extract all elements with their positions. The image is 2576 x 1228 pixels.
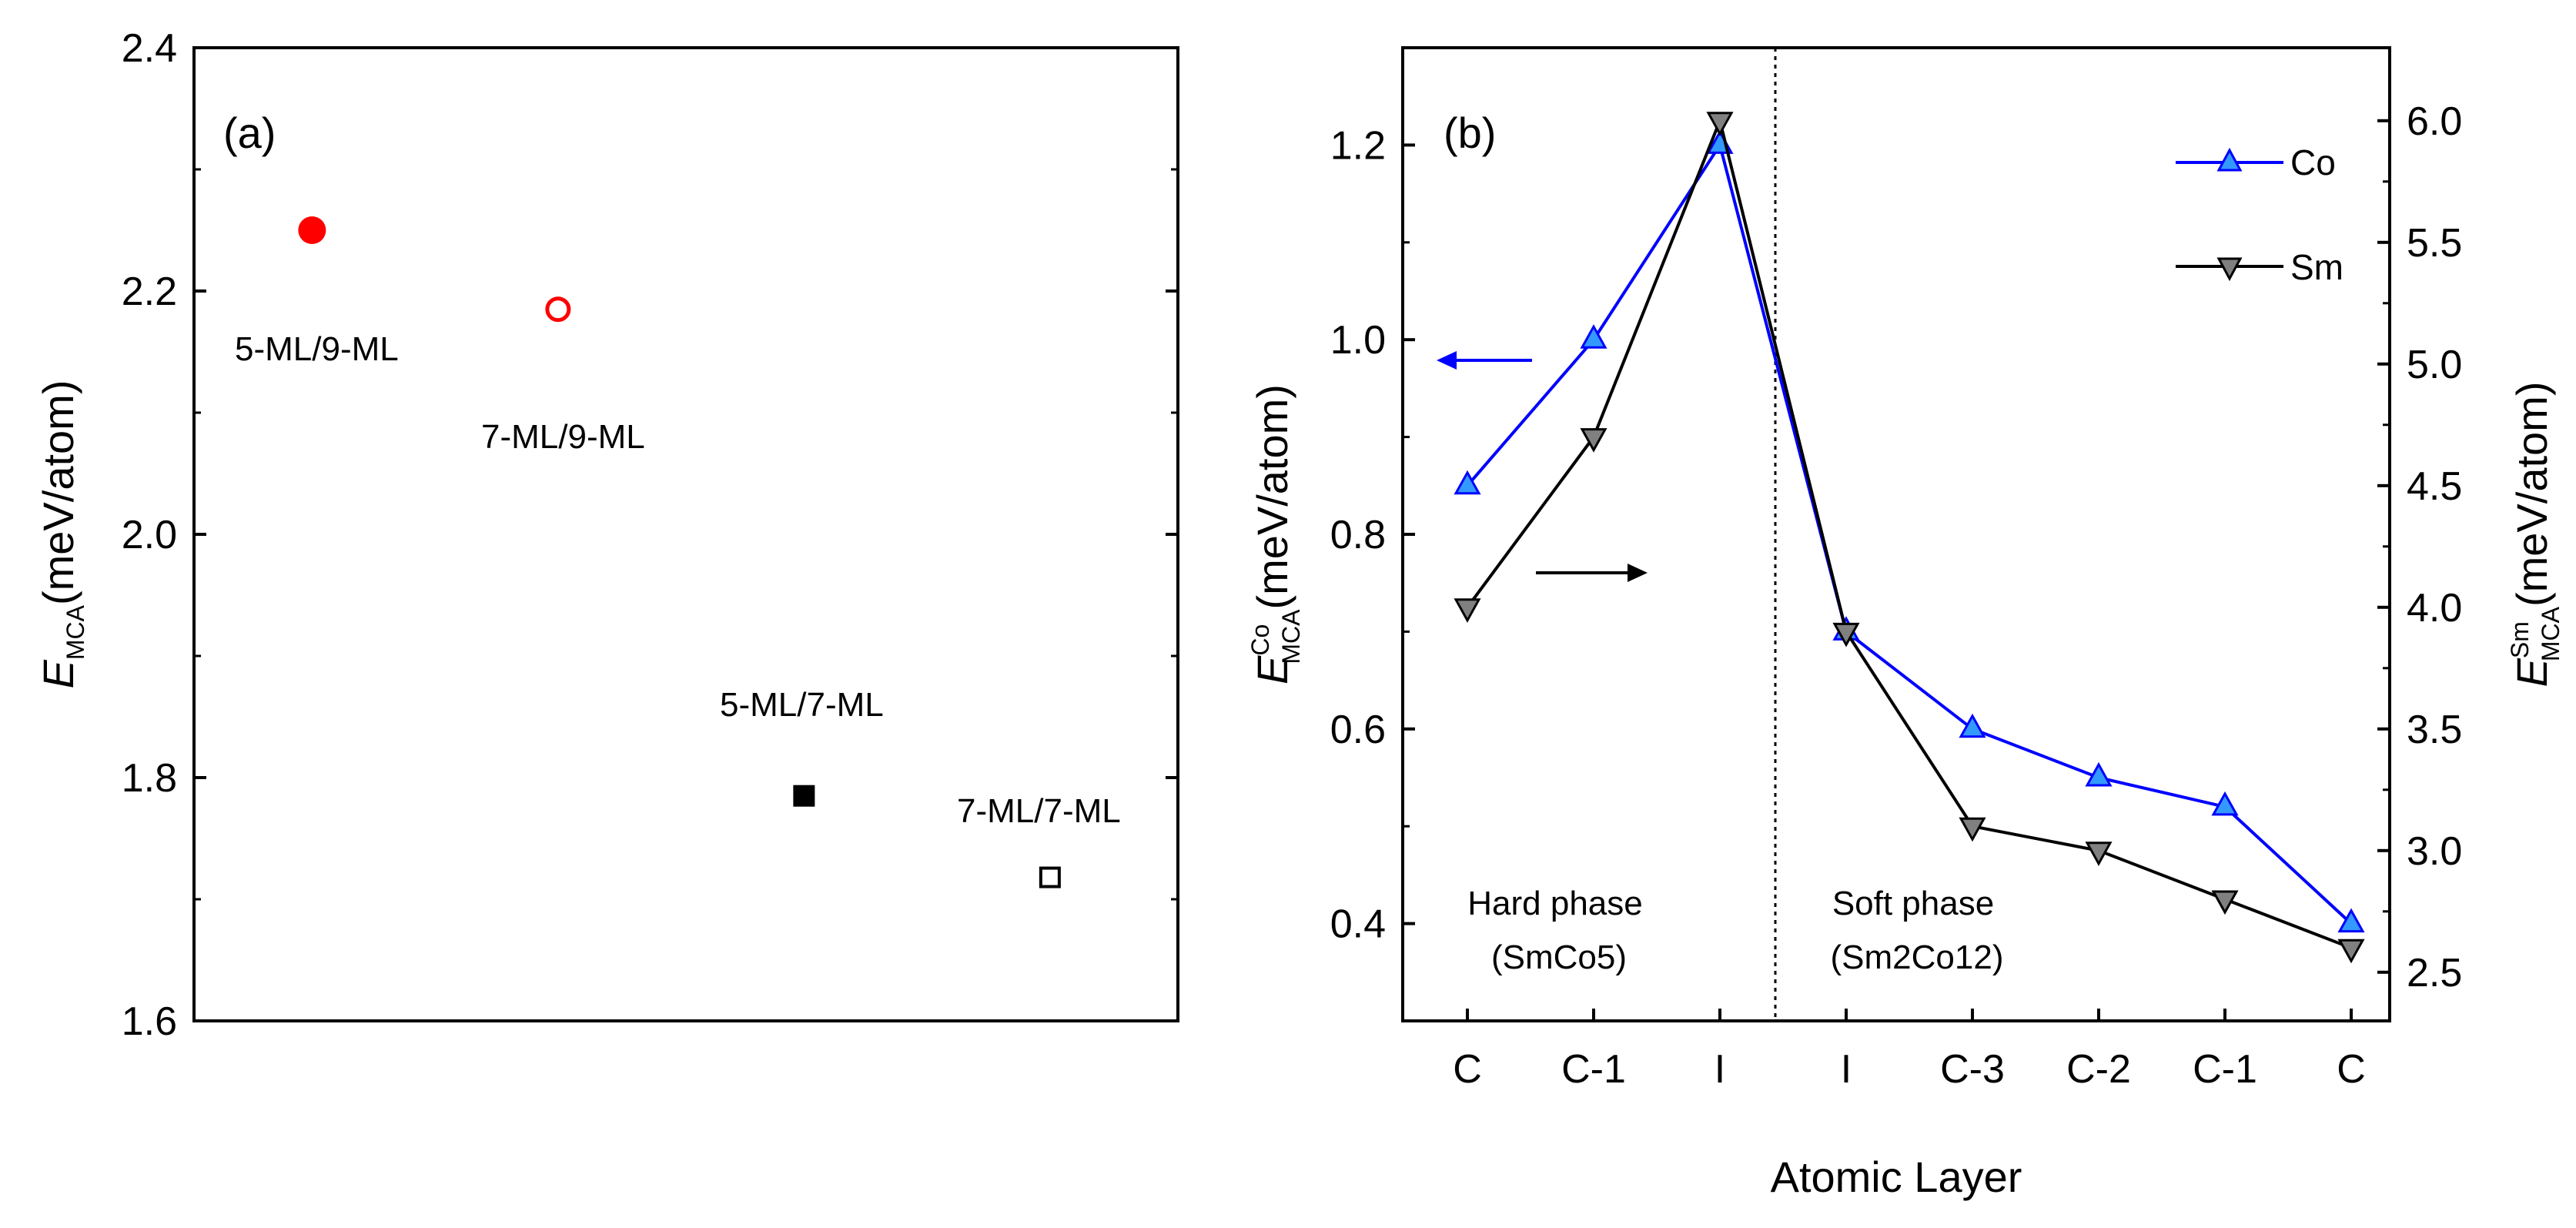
panel-b-right-tick-labels: 2.5 3.0 3.5 4.0 4.5 5.0 5.5 6.0 xyxy=(2407,99,2462,995)
panel-b-x-ticks xyxy=(1466,1009,2353,1021)
series-sm-point xyxy=(2085,842,2113,866)
series-co-point xyxy=(2337,908,2365,933)
series-co-line xyxy=(1466,141,2353,925)
panel-b-left-tick-labels: 0.4 0.6 0.8 1.0 1.2 xyxy=(1330,123,1386,946)
panel-b-x-axis-title: Atomic Layer xyxy=(1771,1153,2022,1201)
b-right-tick-label: 6.0 xyxy=(2407,99,2462,144)
right-axis-arrow xyxy=(1536,564,1648,582)
b-x-tick-label: C-2 xyxy=(2066,1047,2131,1092)
panel-a-y-ticks xyxy=(194,46,1178,1022)
b-right-tick-label: 2.5 xyxy=(2407,951,2462,995)
series-co-point xyxy=(1580,324,1607,349)
panel-b-left-ticks xyxy=(1403,46,1415,1022)
legend: Co Sm xyxy=(2176,142,2343,287)
left-axis-arrow xyxy=(1437,351,1532,370)
series-co-point xyxy=(1959,713,1986,738)
b-x-tick-label: C xyxy=(1453,1047,1482,1092)
panel-b-x-tick-labels: C C-1 I I C-3 C-2 C-1 C xyxy=(1453,1047,2366,1092)
legend-co-label: Co xyxy=(2290,142,2336,182)
a-ytick-label: 1.8 xyxy=(122,756,177,801)
series-sm-point xyxy=(1832,622,1860,647)
a-ytick-label: 2.2 xyxy=(122,269,177,314)
series-co-point xyxy=(2211,791,2239,816)
panel-a-points xyxy=(298,216,1061,888)
soft-phase-formula: (Sm2Co12) xyxy=(1831,939,2004,976)
a-ytick-label: 2.4 xyxy=(122,26,177,71)
panel-b: 0.4 0.6 0.8 1.0 1.2 2.5 3.0 3.5 4.0 4.5 5.0 5.5 6.0… xyxy=(1246,46,2564,1201)
legend-co-marker xyxy=(2216,147,2243,172)
b-right-tick-label: 5.0 xyxy=(2407,343,2462,387)
legend-sm-marker xyxy=(2216,257,2243,282)
b-x-tick-label: C-1 xyxy=(1561,1047,1626,1092)
legend-entry-sm: Sm xyxy=(2176,247,2343,287)
hard-phase-title: Hard phase xyxy=(1467,885,1642,922)
b-right-tick-label: 4.0 xyxy=(2407,586,2462,631)
series-sm-point xyxy=(1580,428,1607,453)
series-sm-line xyxy=(1466,115,2352,950)
series-sm-point xyxy=(1959,817,1986,842)
series-co-point xyxy=(1454,470,1481,495)
b-right-tick-label: 3.0 xyxy=(2407,829,2462,874)
b-right-tick-label: 4.5 xyxy=(2407,464,2462,509)
annotation-5ml-9ml: 5-ML/9-ML xyxy=(235,330,399,368)
series-sm xyxy=(1454,112,2365,964)
series-co xyxy=(1454,129,2365,933)
point-7-ml-9-ml xyxy=(545,296,571,323)
b-x-tick-label: C-3 xyxy=(1940,1047,2005,1092)
b-left-tick-label: 0.8 xyxy=(1330,513,1386,557)
annotation-7ml-7ml: 7-ML/7-ML xyxy=(957,792,1121,830)
b-left-tick-label: 0.4 xyxy=(1330,902,1386,947)
b-left-tick-label: 1.0 xyxy=(1330,318,1386,363)
b-left-tick-label: 0.6 xyxy=(1330,708,1386,752)
annotation-7ml-9ml: 7-ML/9-ML xyxy=(481,418,645,456)
hard-phase-formula: (SmCo5) xyxy=(1491,939,1627,976)
b-x-tick-label: I xyxy=(1715,1047,1725,1092)
b-left-tick-label: 1.2 xyxy=(1330,123,1386,168)
annotation-5ml-7ml: 5-ML/7-ML xyxy=(720,686,884,724)
panel-b-right-ticks xyxy=(2377,119,2390,974)
panel-a-y-axis-title: EMCA(meV/atom) xyxy=(34,380,89,689)
b-x-tick-label: C-1 xyxy=(2193,1047,2257,1092)
series-sm-point xyxy=(1706,112,1734,136)
b-x-tick-label: C xyxy=(2337,1047,2366,1092)
point-7-ml-7-ml xyxy=(1039,866,1061,888)
a-ytick-label: 1.6 xyxy=(122,999,177,1044)
a-ytick-label: 2.0 xyxy=(122,513,177,557)
b-right-tick-label: 5.5 xyxy=(2407,221,2462,266)
panel-a-label: (a) xyxy=(223,109,276,157)
b-right-tick-label: 3.5 xyxy=(2407,708,2462,752)
b-x-tick-label: I xyxy=(1841,1047,1852,1092)
legend-entry-co: Co xyxy=(2176,142,2336,182)
panel-a-y-tick-labels: 1.6 1.8 2.0 2.2 2.4 xyxy=(122,26,177,1044)
panel-b-frame xyxy=(1401,46,2391,1022)
panel-b-left-axis-title: ECo MCA(meV/atom) xyxy=(1246,384,1305,684)
series-co-point xyxy=(2085,761,2113,787)
panel-b-label: (b) xyxy=(1444,109,1496,157)
panel-b-right-axis-title: ESm MCA(meV/atom) xyxy=(2506,382,2564,688)
point-5-ml-9-ml xyxy=(298,216,326,244)
series-sm-point xyxy=(2211,890,2239,915)
series-sm-point xyxy=(2337,939,2365,964)
legend-sm-label: Sm xyxy=(2290,247,2343,287)
panel-a: 1.61.82.02.22.4 (a) 5-ML/9-ML 7-ML/9-ML … xyxy=(34,26,1179,1044)
point-5-ml-7-ml xyxy=(793,785,815,807)
panel-a-frame xyxy=(192,46,1179,1022)
soft-phase-title: Soft phase xyxy=(1832,885,1994,922)
series-sm-point xyxy=(1454,598,1481,623)
